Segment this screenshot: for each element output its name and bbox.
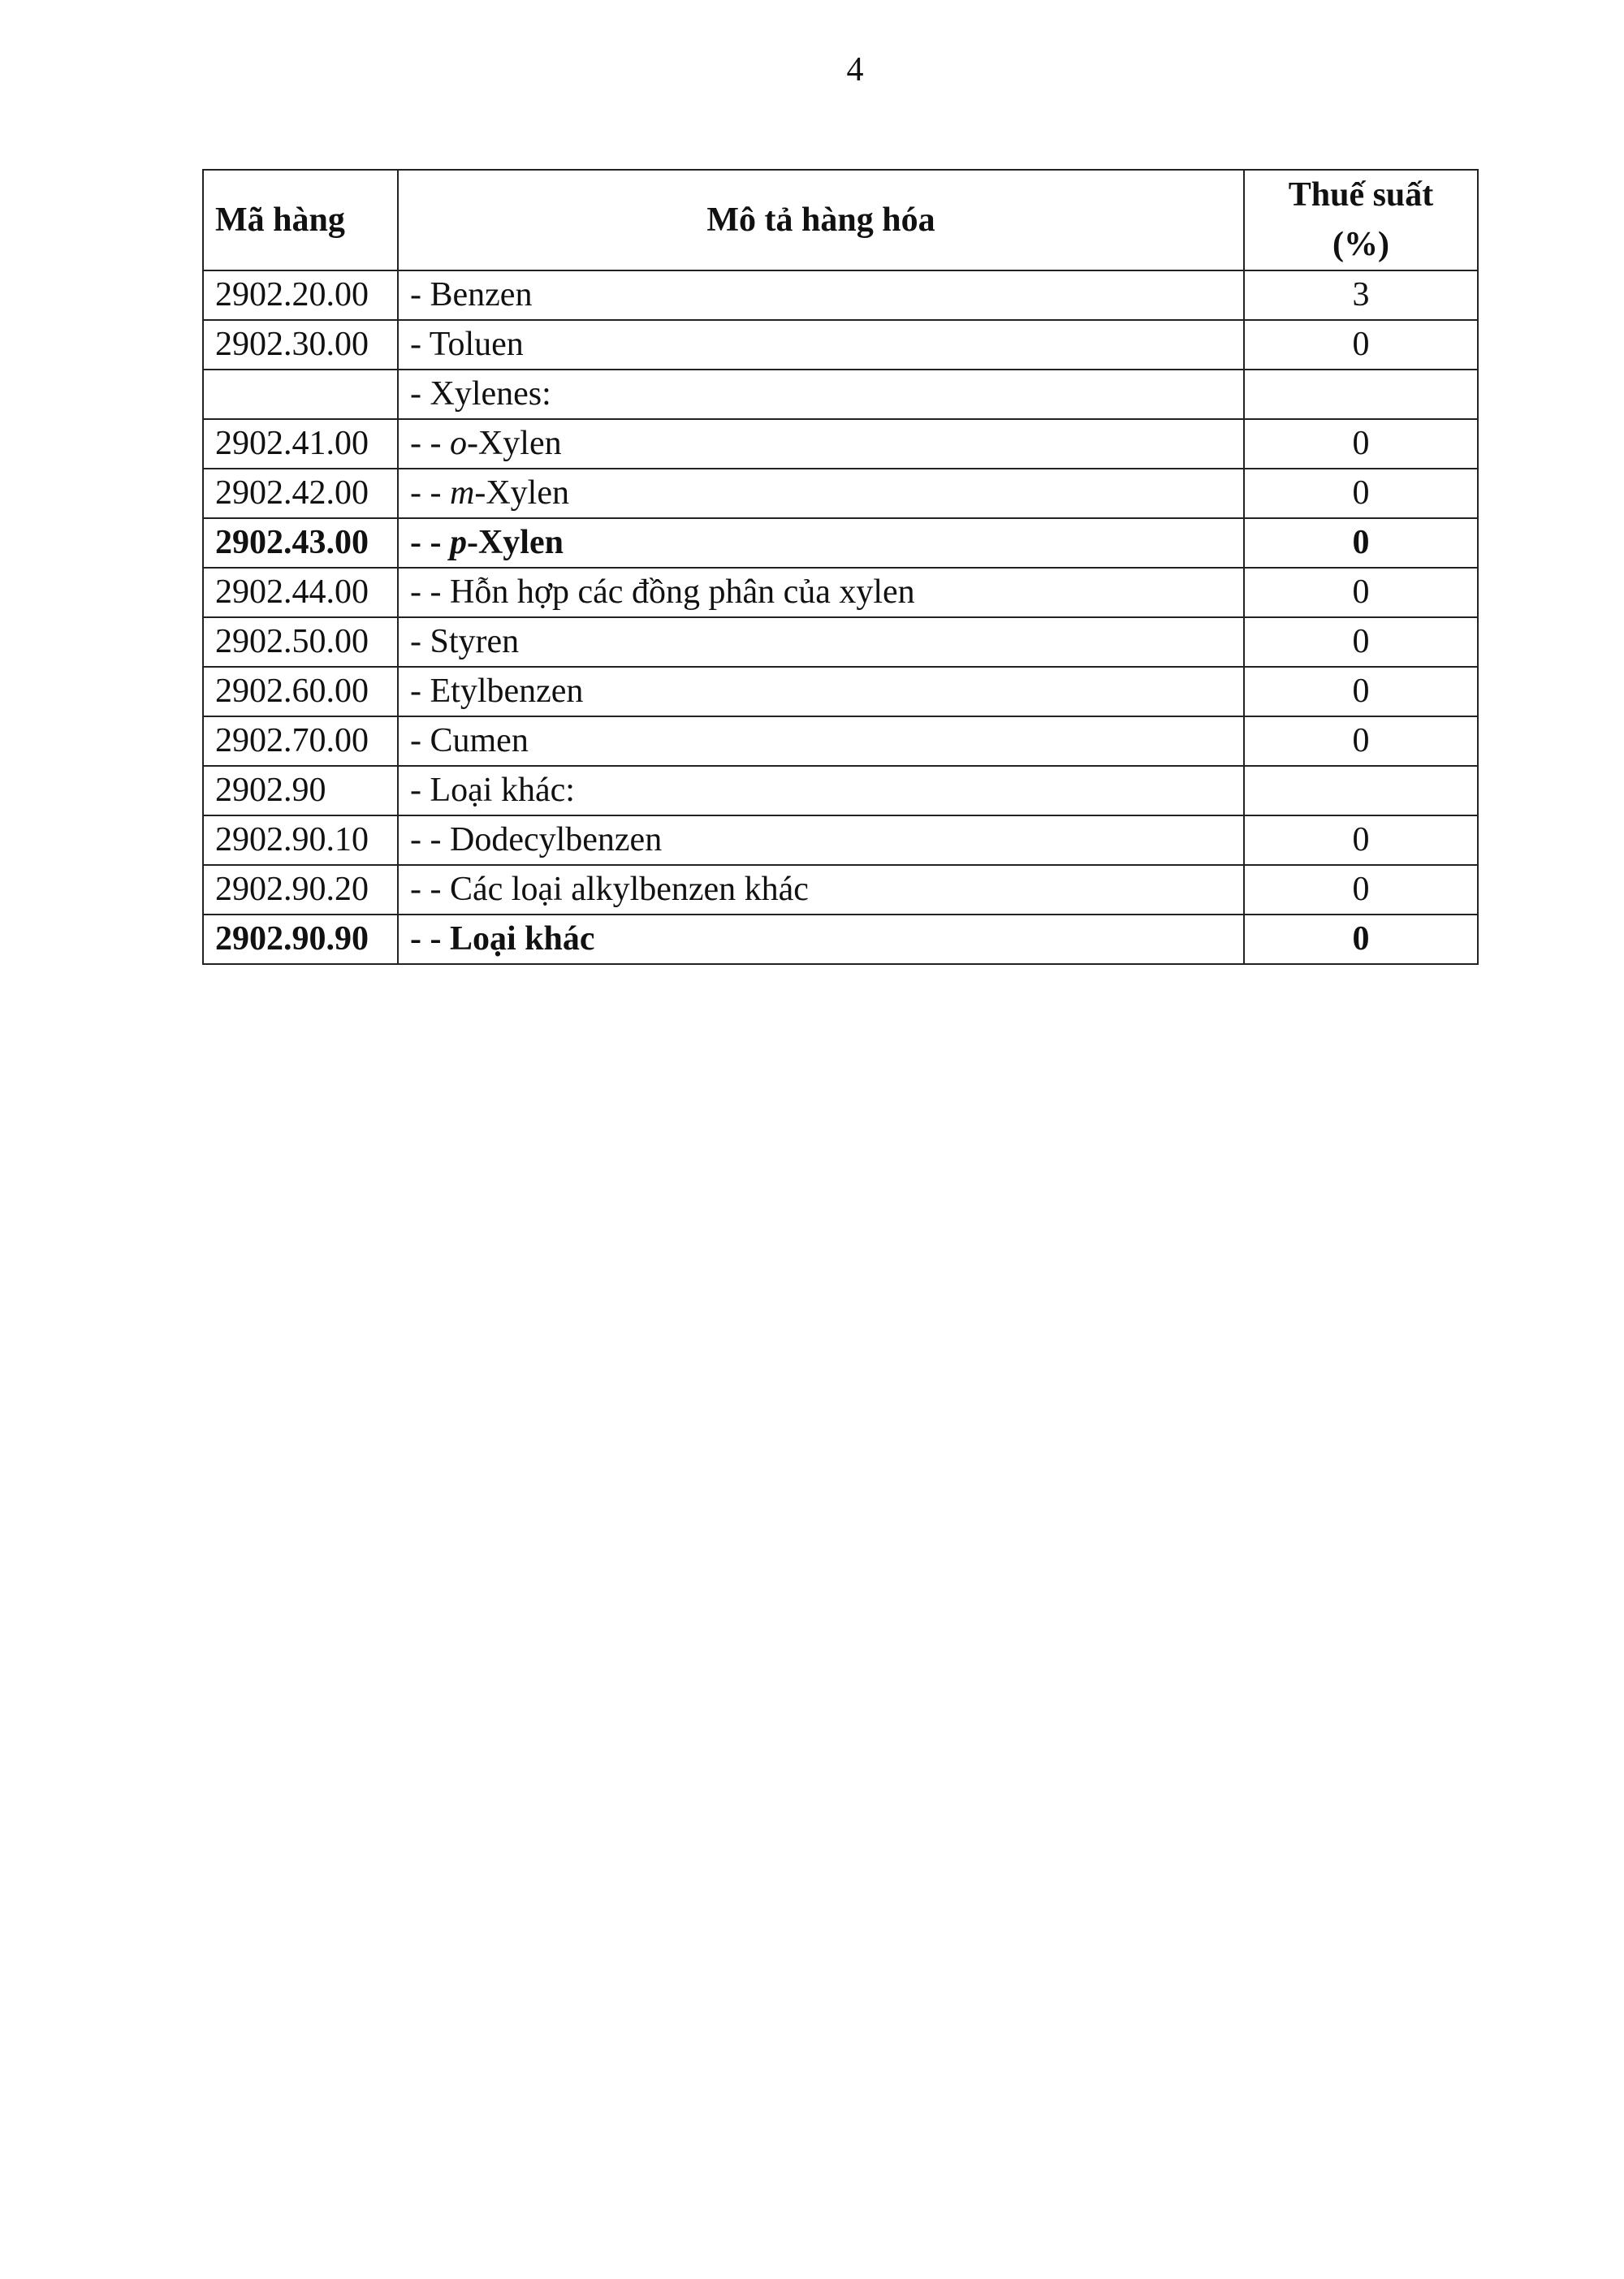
page-number: 4: [846, 51, 864, 89]
cell-code: 2902.30.00: [202, 318, 399, 370]
header-rate: Thuế suất (%): [1243, 169, 1479, 271]
description-isomer: o: [449, 425, 467, 463]
cell-rate: 0: [1243, 467, 1479, 519]
cell-code: 2902.90.90: [202, 913, 399, 965]
table-row: 2902.30.00- Toluen 0: [202, 318, 1479, 370]
description-text: Etylbenzen: [430, 672, 584, 711]
description-text: Loại khác:: [430, 772, 575, 810]
description-text: -Xylen: [474, 474, 569, 512]
description-prefix: -: [410, 722, 430, 760]
cell-rate: 0: [1243, 566, 1479, 618]
table-row: 2902.90.10- - Dodecylbenzen 0: [202, 814, 1479, 866]
cell-rate: 0: [1243, 814, 1479, 866]
cell-rate: 0: [1243, 517, 1479, 569]
description-isomer: p: [449, 524, 467, 562]
description-prefix: - -: [410, 573, 450, 612]
cell-rate: 0: [1243, 715, 1479, 767]
cell-description: - Xylenes:: [397, 368, 1245, 420]
description-text: Styren: [430, 623, 520, 661]
cell-rate: 0: [1243, 665, 1479, 717]
cell-description: - - Hỗn hợp các đồng phân của xylen: [397, 566, 1245, 618]
table-row: 2902.90- Loại khác:: [202, 764, 1479, 816]
cell-code: 2902.50.00: [202, 616, 399, 668]
cell-code: [202, 368, 399, 420]
cell-code: 2902.41.00: [202, 417, 399, 469]
table-row: 2902.70.00- Cumen 0: [202, 715, 1479, 767]
description-text: Dodecylbenzen: [449, 821, 663, 859]
description-text: Cumen: [430, 722, 529, 760]
description-prefix: -: [410, 375, 430, 413]
cell-rate: 0: [1243, 863, 1479, 915]
cell-description: - Toluen: [397, 318, 1245, 370]
table-row: 2902.43.00- - p-Xylen 0: [202, 517, 1479, 569]
description-text: Toluen: [429, 326, 524, 364]
cell-description: - - Dodecylbenzen: [397, 814, 1245, 866]
cell-description: - - Các loại alkylbenzen khác: [397, 863, 1245, 915]
cell-rate: 3: [1243, 269, 1479, 321]
description-prefix: -: [410, 672, 430, 711]
description-text: Hỗn hợp các đồng phân của xylen: [449, 573, 915, 612]
cell-code: 2902.90.10: [202, 814, 399, 866]
header-code: Mã hàng: [202, 169, 399, 271]
table-row: 2902.44.00- - Hỗn hợp các đồng phân của …: [202, 566, 1479, 618]
table-row: 2902.90.20- - Các loại alkylbenzen khác 0: [202, 863, 1479, 915]
description-prefix: - -: [410, 920, 450, 958]
description-text: Benzen: [430, 276, 533, 314]
cell-description: - Benzen: [397, 269, 1245, 321]
cell-rate: 0: [1243, 913, 1479, 965]
description-prefix: -: [410, 326, 430, 364]
description-text: Xylenes:: [430, 375, 551, 413]
cell-description: - Styren: [397, 616, 1245, 668]
cell-code: 2902.90: [202, 764, 399, 816]
description-prefix: -: [410, 276, 430, 314]
cell-rate: 0: [1243, 318, 1479, 370]
description-prefix: -: [410, 772, 430, 810]
description-text: -Xylen: [466, 524, 564, 562]
description-prefix: - -: [410, 871, 450, 909]
description-prefix: - -: [410, 524, 450, 562]
description-text: Loại khác: [449, 920, 595, 958]
description-prefix: -: [410, 623, 430, 661]
description-prefix: - -: [410, 821, 450, 859]
cell-rate: [1243, 764, 1479, 816]
cell-description: - - m-Xylen: [397, 467, 1245, 519]
description-prefix: - -: [410, 474, 450, 512]
table-row: 2902.50.00- Styren 0: [202, 616, 1479, 668]
description-prefix: - -: [410, 425, 450, 463]
table-row: 2902.20.00- Benzen 3: [202, 269, 1479, 321]
table-row: 2902.42.00- - m-Xylen 0: [202, 467, 1479, 519]
cell-code: 2902.90.20: [202, 863, 399, 915]
description-text: Các loại alkylbenzen khác: [449, 871, 809, 909]
cell-rate: 0: [1243, 417, 1479, 469]
cell-description: - - p-Xylen: [397, 517, 1245, 569]
cell-description: - Loại khác:: [397, 764, 1245, 816]
cell-code: 2902.20.00: [202, 269, 399, 321]
table-row: 2902.90.90- - Loại khác 0: [202, 913, 1479, 965]
tariff-table: Mã hàng Mô tả hàng hóa Thuế suất (%) 2902…: [202, 169, 1479, 965]
table-row: 2902.41.00- - o-Xylen 0: [202, 417, 1479, 469]
header-rate-unit: (%): [1332, 225, 1389, 263]
cell-rate: 0: [1243, 616, 1479, 668]
cell-code: 2902.44.00: [202, 566, 399, 618]
cell-code: 2902.70.00: [202, 715, 399, 767]
cell-code: 2902.42.00: [202, 467, 399, 519]
header-description: Mô tả hàng hóa: [397, 169, 1245, 271]
table-row: - Xylenes:: [202, 368, 1479, 420]
cell-description: - Cumen: [397, 715, 1245, 767]
description-text: -Xylen: [466, 425, 562, 463]
description-isomer: m: [449, 474, 475, 512]
table-row: 2902.60.00- Etylbenzen 0: [202, 665, 1479, 717]
header-rate-label: Thuế suất: [1288, 176, 1434, 214]
cell-description: - - o-Xylen: [397, 417, 1245, 469]
cell-code: 2902.43.00: [202, 517, 399, 569]
cell-description: - Etylbenzen: [397, 665, 1245, 717]
cell-code: 2902.60.00: [202, 665, 399, 717]
table-header-row: Mã hàng Mô tả hàng hóa Thuế suất (%): [202, 169, 1479, 271]
cell-description: - - Loại khác: [397, 913, 1245, 965]
cell-rate: [1243, 368, 1479, 420]
